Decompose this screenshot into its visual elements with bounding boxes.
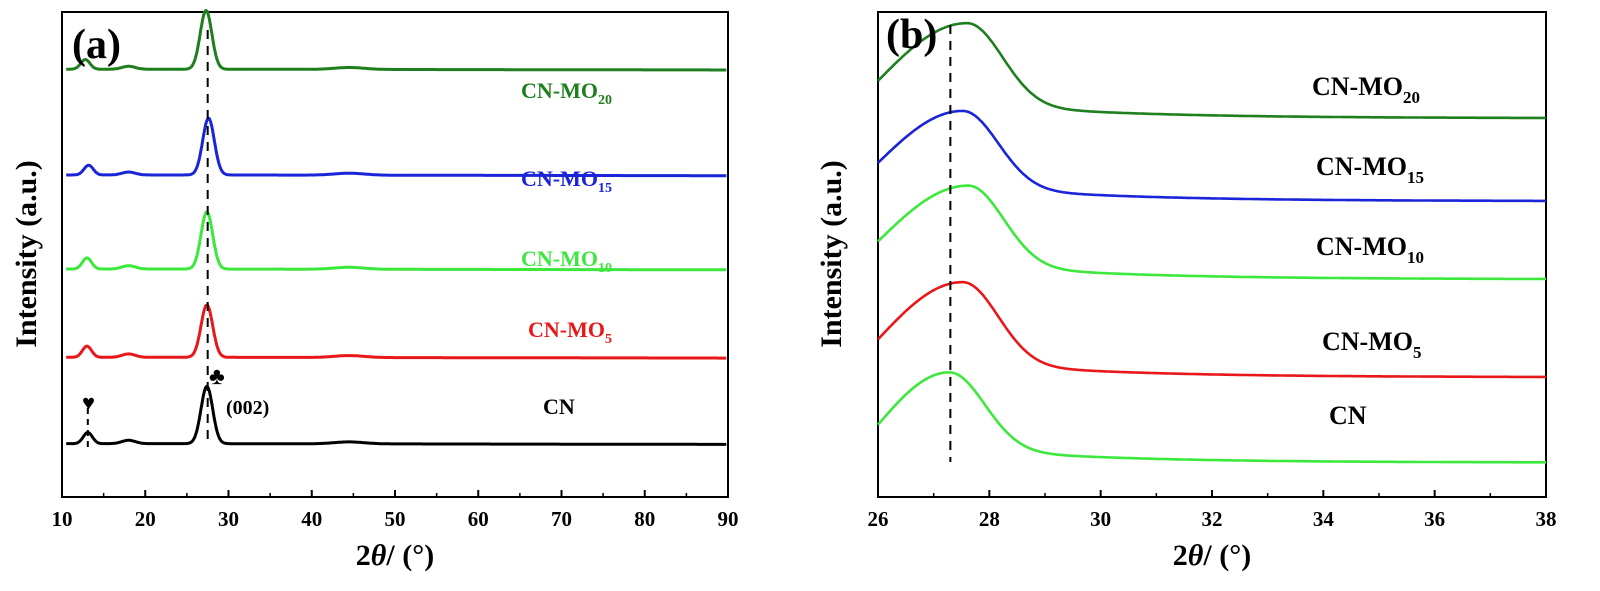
series-label-b-cn: CN xyxy=(1329,401,1367,430)
series-line-b-cn-mo20 xyxy=(877,21,1547,120)
x-tick-label-b-34: 34 xyxy=(1313,507,1335,531)
y-axis-title-a: Intensity (a.u.) xyxy=(10,160,43,348)
x-tick-label-a-20: 20 xyxy=(135,507,156,531)
series-line-a-cn xyxy=(65,384,727,446)
series-label-a-cn-mo20-main: CN-MO xyxy=(521,78,598,103)
peak-label-002: (002) xyxy=(226,397,269,419)
series-line-a-cn-mo20 xyxy=(65,9,727,72)
x-tick-label-a-40: 40 xyxy=(301,507,322,531)
panel-a: 10 20 30 40 50 60 70 80 90 (a) Intensity (a.u.) … xyxy=(10,9,739,572)
series-label-b-cn-mo5-sub: 5 xyxy=(1413,343,1422,362)
series-label-a-cn-mo10-main: CN-MO xyxy=(521,246,598,271)
x-tick-label-a-70: 70 xyxy=(551,507,572,531)
series-label-b-cn-mo15-sub: 15 xyxy=(1407,168,1424,187)
series-line-a-cn-mo10 xyxy=(65,210,727,272)
series-line-b-cn xyxy=(877,371,1547,464)
x-axis-title-suffix-a: / (°) xyxy=(385,539,434,572)
series-label-b-cn-mo5: CN-MO5 xyxy=(1322,327,1421,362)
series-lines-a xyxy=(65,9,727,446)
plot-frame-a xyxy=(61,11,729,498)
reference-lines-a xyxy=(86,30,209,450)
series-label-b-cn-mo15-main: CN-MO xyxy=(1316,152,1407,181)
x-tick-label-b-32: 32 xyxy=(1202,507,1223,531)
series-lines-b xyxy=(877,21,1547,464)
x-axis-title-prefix-b: 2 xyxy=(1173,539,1188,572)
panel-b: 26 28 30 32 34 36 38 (b) Intensity (a.u.) 2θ/ … xyxy=(815,11,1557,572)
x-ticks-b: 26 28 30 32 34 36 38 xyxy=(868,490,1557,531)
x-axis-title-suffix-b: / (°) xyxy=(1202,539,1251,572)
series-label-a-cn-mo20-sub: 20 xyxy=(598,93,612,108)
heart-symbol: ♥ xyxy=(82,390,95,415)
panel-label-a: (a) xyxy=(72,22,121,68)
x-axis-title-theta-a: θ xyxy=(371,539,387,572)
series-label-b-cn-mo15: CN-MO15 xyxy=(1316,152,1424,187)
x-axis-title-theta-b: θ xyxy=(1188,539,1204,572)
series-line-b-cn-mo5 xyxy=(877,280,1547,379)
x-tick-label-b-28: 28 xyxy=(979,507,1000,531)
series-label-a-cn: CN xyxy=(543,394,575,419)
series-label-b-cn-mo10: CN-MO10 xyxy=(1316,232,1424,267)
x-tick-label-a-10: 10 xyxy=(52,507,73,531)
x-tick-label-a-80: 80 xyxy=(634,507,655,531)
series-label-b-cn-mo10-main: CN-MO xyxy=(1316,232,1407,261)
plot-frame-b xyxy=(877,11,1547,498)
x-tick-label-b-36: 36 xyxy=(1424,507,1445,531)
x-axis-title-b: 2θ/ (°) xyxy=(1173,539,1251,572)
x-tick-label-a-60: 60 xyxy=(468,507,489,531)
x-axis-title-prefix-a: 2 xyxy=(356,539,371,572)
x-tick-label-a-50: 50 xyxy=(385,507,406,531)
series-label-b-cn-mo10-sub: 10 xyxy=(1407,248,1424,267)
x-ticks-a: 10 20 30 40 50 60 70 80 90 xyxy=(52,490,739,531)
series-label-a-cn-mo5: CN-MO5 xyxy=(528,317,612,347)
series-label-a-cn-mo5-sub: 5 xyxy=(605,332,612,347)
x-tick-label-b-38: 38 xyxy=(1536,507,1557,531)
club-symbol: ♣ xyxy=(209,364,225,390)
x-tick-label-a-30: 30 xyxy=(218,507,239,531)
series-line-a-cn-mo5 xyxy=(65,303,727,360)
series-label-a-cn-mo15: CN-MO15 xyxy=(521,166,612,196)
series-line-a-cn-mo15 xyxy=(65,116,727,178)
series-label-a-cn-mo15-sub: 15 xyxy=(598,181,612,196)
series-label-a-cn-mo10-sub: 10 xyxy=(598,261,612,276)
series-label-b-cn-mo20-sub: 20 xyxy=(1403,88,1420,107)
series-label-a-cn-mo15-main: CN-MO xyxy=(521,166,598,191)
x-tick-label-b-26: 26 xyxy=(868,507,889,531)
series-label-a-cn-mo20: CN-MO20 xyxy=(521,78,612,108)
panel-label-b: (b) xyxy=(886,12,937,58)
x-tick-label-b-30: 30 xyxy=(1090,507,1111,531)
series-label-b-cn-mo20-main: CN-MO xyxy=(1312,72,1403,101)
series-line-b-cn-mo15 xyxy=(877,109,1547,203)
y-axis-title-b: Intensity (a.u.) xyxy=(815,160,848,348)
series-label-b-cn-mo5-main: CN-MO xyxy=(1322,327,1413,356)
x-tick-label-a-90: 90 xyxy=(718,507,739,531)
series-label-a-cn-mo5-main: CN-MO xyxy=(528,317,605,342)
series-label-a-cn-mo10: CN-MO10 xyxy=(521,246,612,276)
series-label-b-cn-mo20: CN-MO20 xyxy=(1312,72,1420,107)
x-axis-title-a: 2θ/ (°) xyxy=(356,539,434,572)
series-line-b-cn-mo10 xyxy=(877,184,1547,281)
